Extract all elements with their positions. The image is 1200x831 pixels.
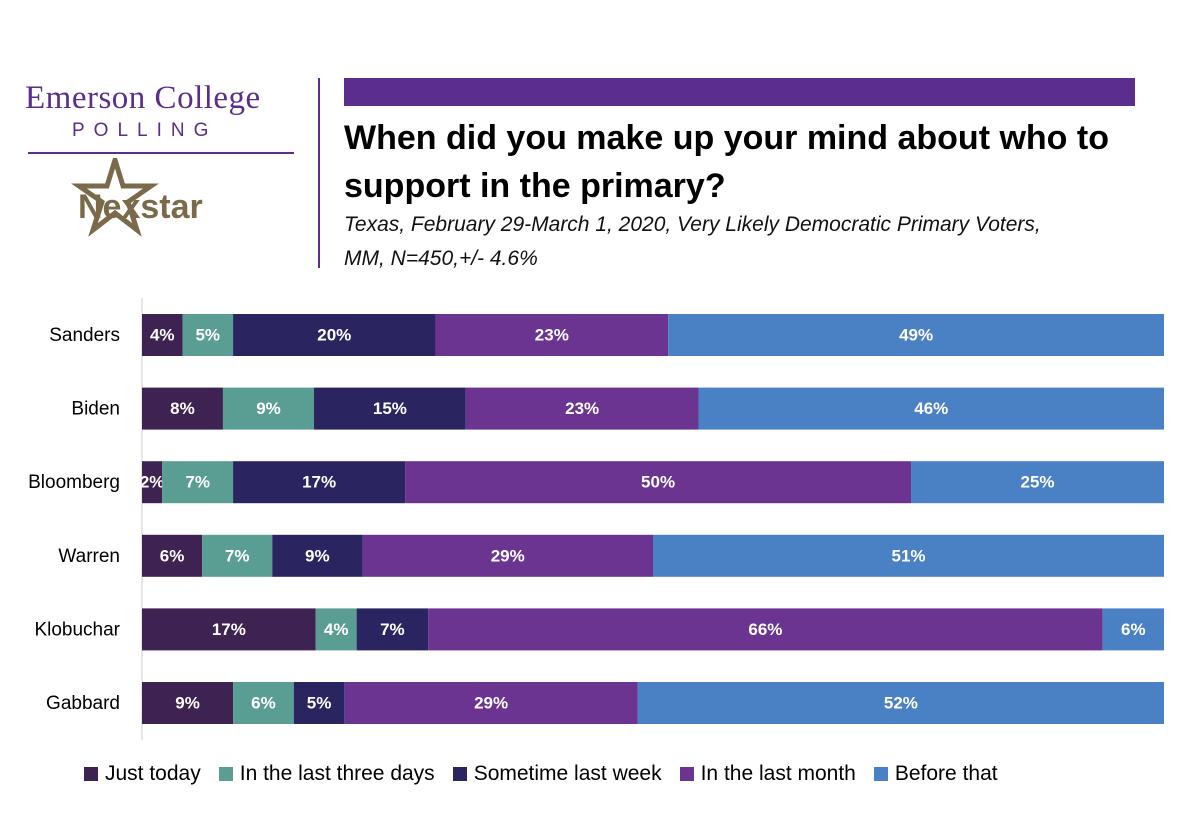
data-label: 2% bbox=[140, 473, 165, 492]
bar-segment bbox=[293, 682, 345, 724]
data-label: 29% bbox=[474, 693, 508, 712]
bar-segment bbox=[356, 608, 429, 651]
legend-label: Sometime last week bbox=[473, 762, 662, 785]
legend-swatch bbox=[218, 767, 233, 781]
chart-subtitle: Texas, February 29-March 1, 2020, Very L… bbox=[344, 208, 1124, 276]
data-label: 6% bbox=[1121, 620, 1146, 639]
data-label: 25% bbox=[1020, 473, 1054, 492]
bar-segment bbox=[142, 314, 183, 356]
legend-swatch bbox=[84, 767, 98, 781]
logo-divider bbox=[28, 152, 294, 154]
bar-segment bbox=[653, 534, 1164, 577]
category-label: Biden bbox=[71, 399, 120, 420]
category-label: Warren bbox=[58, 546, 120, 567]
data-label: 8% bbox=[170, 399, 195, 418]
bar-segment bbox=[668, 314, 1164, 356]
bar-segment bbox=[142, 682, 234, 724]
category-label: Sanders bbox=[49, 325, 120, 346]
nexstar-star-icon bbox=[71, 158, 159, 237]
bar-segment bbox=[315, 608, 357, 651]
title-accent-bar bbox=[344, 78, 1135, 106]
data-label: 51% bbox=[891, 546, 925, 565]
bar-segment bbox=[698, 387, 1164, 430]
data-label: 46% bbox=[914, 399, 948, 418]
data-label: 7% bbox=[380, 620, 405, 639]
data-label: 66% bbox=[748, 620, 782, 639]
bar-segment bbox=[272, 534, 363, 577]
subtitle-line-1: Texas, February 29-March 1, 2020, Very L… bbox=[344, 213, 1041, 236]
data-label: 50% bbox=[641, 473, 675, 492]
bar-segment bbox=[142, 608, 316, 651]
data-label: 49% bbox=[899, 325, 933, 344]
category-label: Klobuchar bbox=[34, 619, 120, 640]
data-label: 4% bbox=[150, 325, 175, 344]
data-label: 7% bbox=[225, 546, 250, 565]
bar-segment bbox=[233, 682, 294, 724]
legend-label: In the last month bbox=[700, 762, 856, 785]
bar-segment bbox=[142, 534, 203, 577]
bar-segment bbox=[344, 682, 638, 724]
logo-polling: POLLING bbox=[72, 120, 218, 141]
bar-segment bbox=[1102, 608, 1164, 651]
chart-title: When did you make up your mind about who… bbox=[344, 119, 1109, 205]
bar-segment bbox=[142, 461, 163, 504]
bar-segment bbox=[465, 387, 699, 430]
chart-legend: Just today In the last three days Sometime… bbox=[84, 762, 998, 786]
bar-segment bbox=[314, 387, 466, 430]
bar-segment bbox=[233, 314, 436, 356]
bar-segment bbox=[435, 314, 669, 356]
data-label: 17% bbox=[212, 620, 246, 639]
data-label: 9% bbox=[256, 399, 281, 418]
stacked-bar-chart: Sanders 4% 5% 20% 23% 49% Biden 8% 9% 15% 23% 46% Bl… bbox=[28, 298, 1164, 740]
bar-segment bbox=[182, 314, 234, 356]
data-label: 6% bbox=[160, 546, 185, 565]
bar-segment bbox=[202, 534, 273, 577]
data-label: 7% bbox=[185, 473, 210, 492]
category-label: Gabbard bbox=[46, 693, 120, 714]
data-label: 17% bbox=[302, 473, 336, 492]
data-label: 6% bbox=[251, 693, 276, 712]
subtitle-line-2: MM, N=450,+/- 4.6% bbox=[344, 247, 538, 270]
legend-swatch bbox=[873, 767, 888, 781]
legend-swatch bbox=[679, 767, 694, 781]
data-label: 29% bbox=[491, 546, 525, 565]
legend-item: In the last month bbox=[679, 762, 856, 786]
bar-segment bbox=[233, 461, 406, 504]
legend-label: Just today bbox=[105, 762, 201, 785]
data-label: 9% bbox=[305, 546, 330, 565]
legend-item: Sometime last week bbox=[452, 762, 662, 786]
data-label: 9% bbox=[175, 693, 200, 712]
bar-segment bbox=[142, 387, 223, 430]
bar-segment bbox=[911, 461, 1164, 504]
data-label: 15% bbox=[373, 399, 407, 418]
bar-segment bbox=[637, 682, 1164, 724]
data-label: 5% bbox=[195, 325, 220, 344]
legend-label: In the last three days bbox=[239, 762, 435, 785]
bar-segment bbox=[428, 608, 1103, 651]
header-divider bbox=[318, 78, 320, 268]
bar-segment bbox=[222, 387, 315, 430]
logo-nexstar: Nexstar bbox=[78, 188, 203, 226]
data-label: 4% bbox=[324, 620, 349, 639]
bar-segment bbox=[362, 534, 653, 577]
legend-item: Before that bbox=[873, 762, 998, 786]
data-label: 23% bbox=[565, 399, 599, 418]
bar-segment bbox=[162, 461, 234, 504]
legend-item: Just today bbox=[84, 762, 201, 786]
bar-segment bbox=[405, 461, 912, 504]
data-label: 5% bbox=[307, 693, 332, 712]
data-label: 23% bbox=[535, 325, 569, 344]
data-label: 20% bbox=[317, 325, 351, 344]
legend-item: In the last three days bbox=[218, 762, 435, 786]
logo-emerson-college: Emerson College bbox=[25, 80, 261, 116]
data-label: 52% bbox=[884, 693, 918, 712]
legend-label: Before that bbox=[894, 762, 998, 785]
legend-swatch bbox=[452, 767, 467, 781]
category-label: Bloomberg bbox=[28, 472, 120, 493]
